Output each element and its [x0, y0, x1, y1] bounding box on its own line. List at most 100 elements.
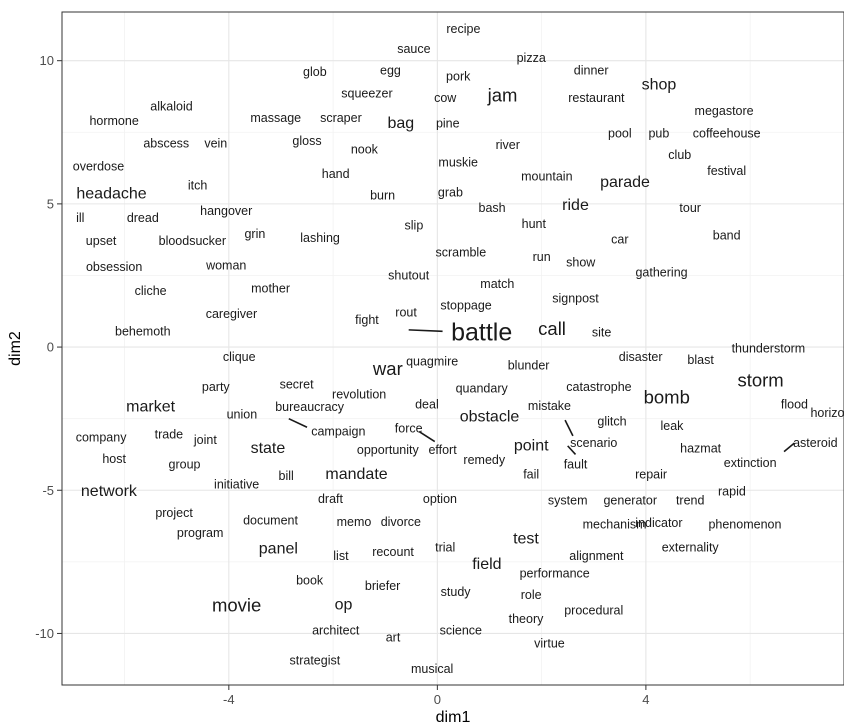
word-label: glob [303, 65, 327, 79]
word-label: trade [155, 427, 184, 441]
word-label: disaster [619, 350, 663, 364]
word-label: pork [446, 69, 471, 83]
word-label: ride [562, 197, 589, 214]
word-label: recipe [446, 22, 480, 36]
word-label: hazmat [680, 442, 722, 456]
word-label: sauce [397, 42, 430, 56]
word-label: joint [193, 433, 217, 447]
word-label: pizza [517, 51, 546, 65]
word-label: match [480, 277, 514, 291]
plot-panel-border [61, 11, 844, 686]
word-label: network [81, 483, 138, 500]
word-label: run [533, 250, 551, 264]
word-label: repair [635, 468, 667, 482]
word-label: abscess [143, 137, 189, 151]
word-label: scramble [435, 246, 486, 260]
word-label: hunt [522, 217, 547, 231]
word-label: document [243, 513, 298, 527]
word-label: asteroid [793, 436, 838, 450]
word-label: alignment [569, 549, 624, 563]
word-label: divorce [381, 515, 421, 529]
word-label: obstacle [460, 409, 520, 426]
word-label: show [566, 256, 596, 270]
word-label: trend [676, 493, 705, 507]
axis-ticks: -4 0 4 -10 -5 0 5 10 [35, 53, 649, 707]
word-label: tour [679, 201, 701, 215]
word-label: bill [279, 469, 294, 483]
word-label: battle [451, 319, 512, 347]
x-tick-label: 0 [434, 692, 441, 707]
word-label: coffeehouse [693, 127, 761, 141]
word-label: obsession [86, 260, 142, 274]
word-label: project [155, 506, 193, 520]
leader-line [783, 442, 795, 453]
word-label: panel [259, 540, 298, 557]
word-label: shop [642, 77, 677, 94]
word-label: stoppage [440, 299, 491, 313]
word-label: massage [250, 111, 301, 125]
word-label: slip [405, 218, 424, 232]
word-label: party [202, 380, 231, 394]
word-label: blunder [508, 359, 550, 373]
word-label: option [423, 492, 457, 506]
leader-line [418, 430, 436, 443]
word-label: deal [415, 397, 439, 411]
word-label: shutout [388, 268, 430, 282]
word-label: bash [479, 201, 506, 215]
y-axis-title: dim2 [7, 331, 24, 366]
word-label: mechanism [583, 518, 647, 532]
word-label: trial [435, 541, 455, 555]
y-tick-label: -5 [42, 483, 54, 498]
word-label: draft [318, 492, 344, 506]
word-label: upset [86, 234, 117, 248]
word-label: nook [351, 142, 379, 156]
word-label: mountain [521, 170, 572, 184]
word-label: river [496, 138, 520, 152]
word-label: op [335, 596, 353, 613]
word-label: flood [781, 397, 808, 411]
word-label: strategist [289, 654, 340, 668]
word-label: hand [322, 167, 350, 181]
word-label: musical [411, 662, 453, 676]
word-label: catastrophe [566, 380, 631, 394]
word-label: market [126, 399, 175, 416]
word-label: scenario [570, 436, 617, 450]
word-label: jam [487, 85, 518, 106]
word-label: gloss [292, 134, 321, 148]
word-label: secret [280, 377, 315, 391]
word-label: opportunity [357, 443, 420, 457]
word-label: pub [648, 127, 669, 141]
word-label: squeezer [341, 87, 392, 101]
x-tick-label: 4 [642, 692, 649, 707]
word-label: ill [76, 211, 84, 225]
x-tick-label: -4 [223, 692, 235, 707]
word-label: war [372, 358, 403, 379]
word-label: thunderstorm [732, 342, 806, 356]
leader-line [408, 329, 443, 333]
word-label: role [521, 588, 542, 602]
word-label: phenomenon [708, 518, 781, 532]
word-label: memo [337, 515, 372, 529]
y-tick-label: 5 [47, 196, 54, 211]
word-label: mistake [528, 399, 571, 413]
word-label: blast [687, 353, 714, 367]
word-label: parade [600, 174, 650, 191]
word-label: mother [251, 281, 290, 295]
word-label: host [102, 452, 126, 466]
word-label: effort [428, 443, 457, 457]
word-label: field [472, 556, 501, 573]
grid-lines [62, 12, 844, 685]
word-label: woman [205, 258, 246, 272]
word-label: headache [76, 185, 146, 202]
word-label: megastore [695, 104, 754, 118]
word-label: muskie [438, 155, 478, 169]
word-label: quagmire [406, 354, 458, 368]
word-label: architect [312, 624, 360, 638]
word-label: state [251, 440, 286, 457]
word-label: alkaloid [150, 100, 192, 114]
word-label: test [513, 530, 539, 547]
word-label: system [548, 493, 588, 507]
word-label: dread [127, 211, 159, 225]
word-label: procedural [564, 604, 623, 618]
word-label: science [440, 624, 482, 638]
